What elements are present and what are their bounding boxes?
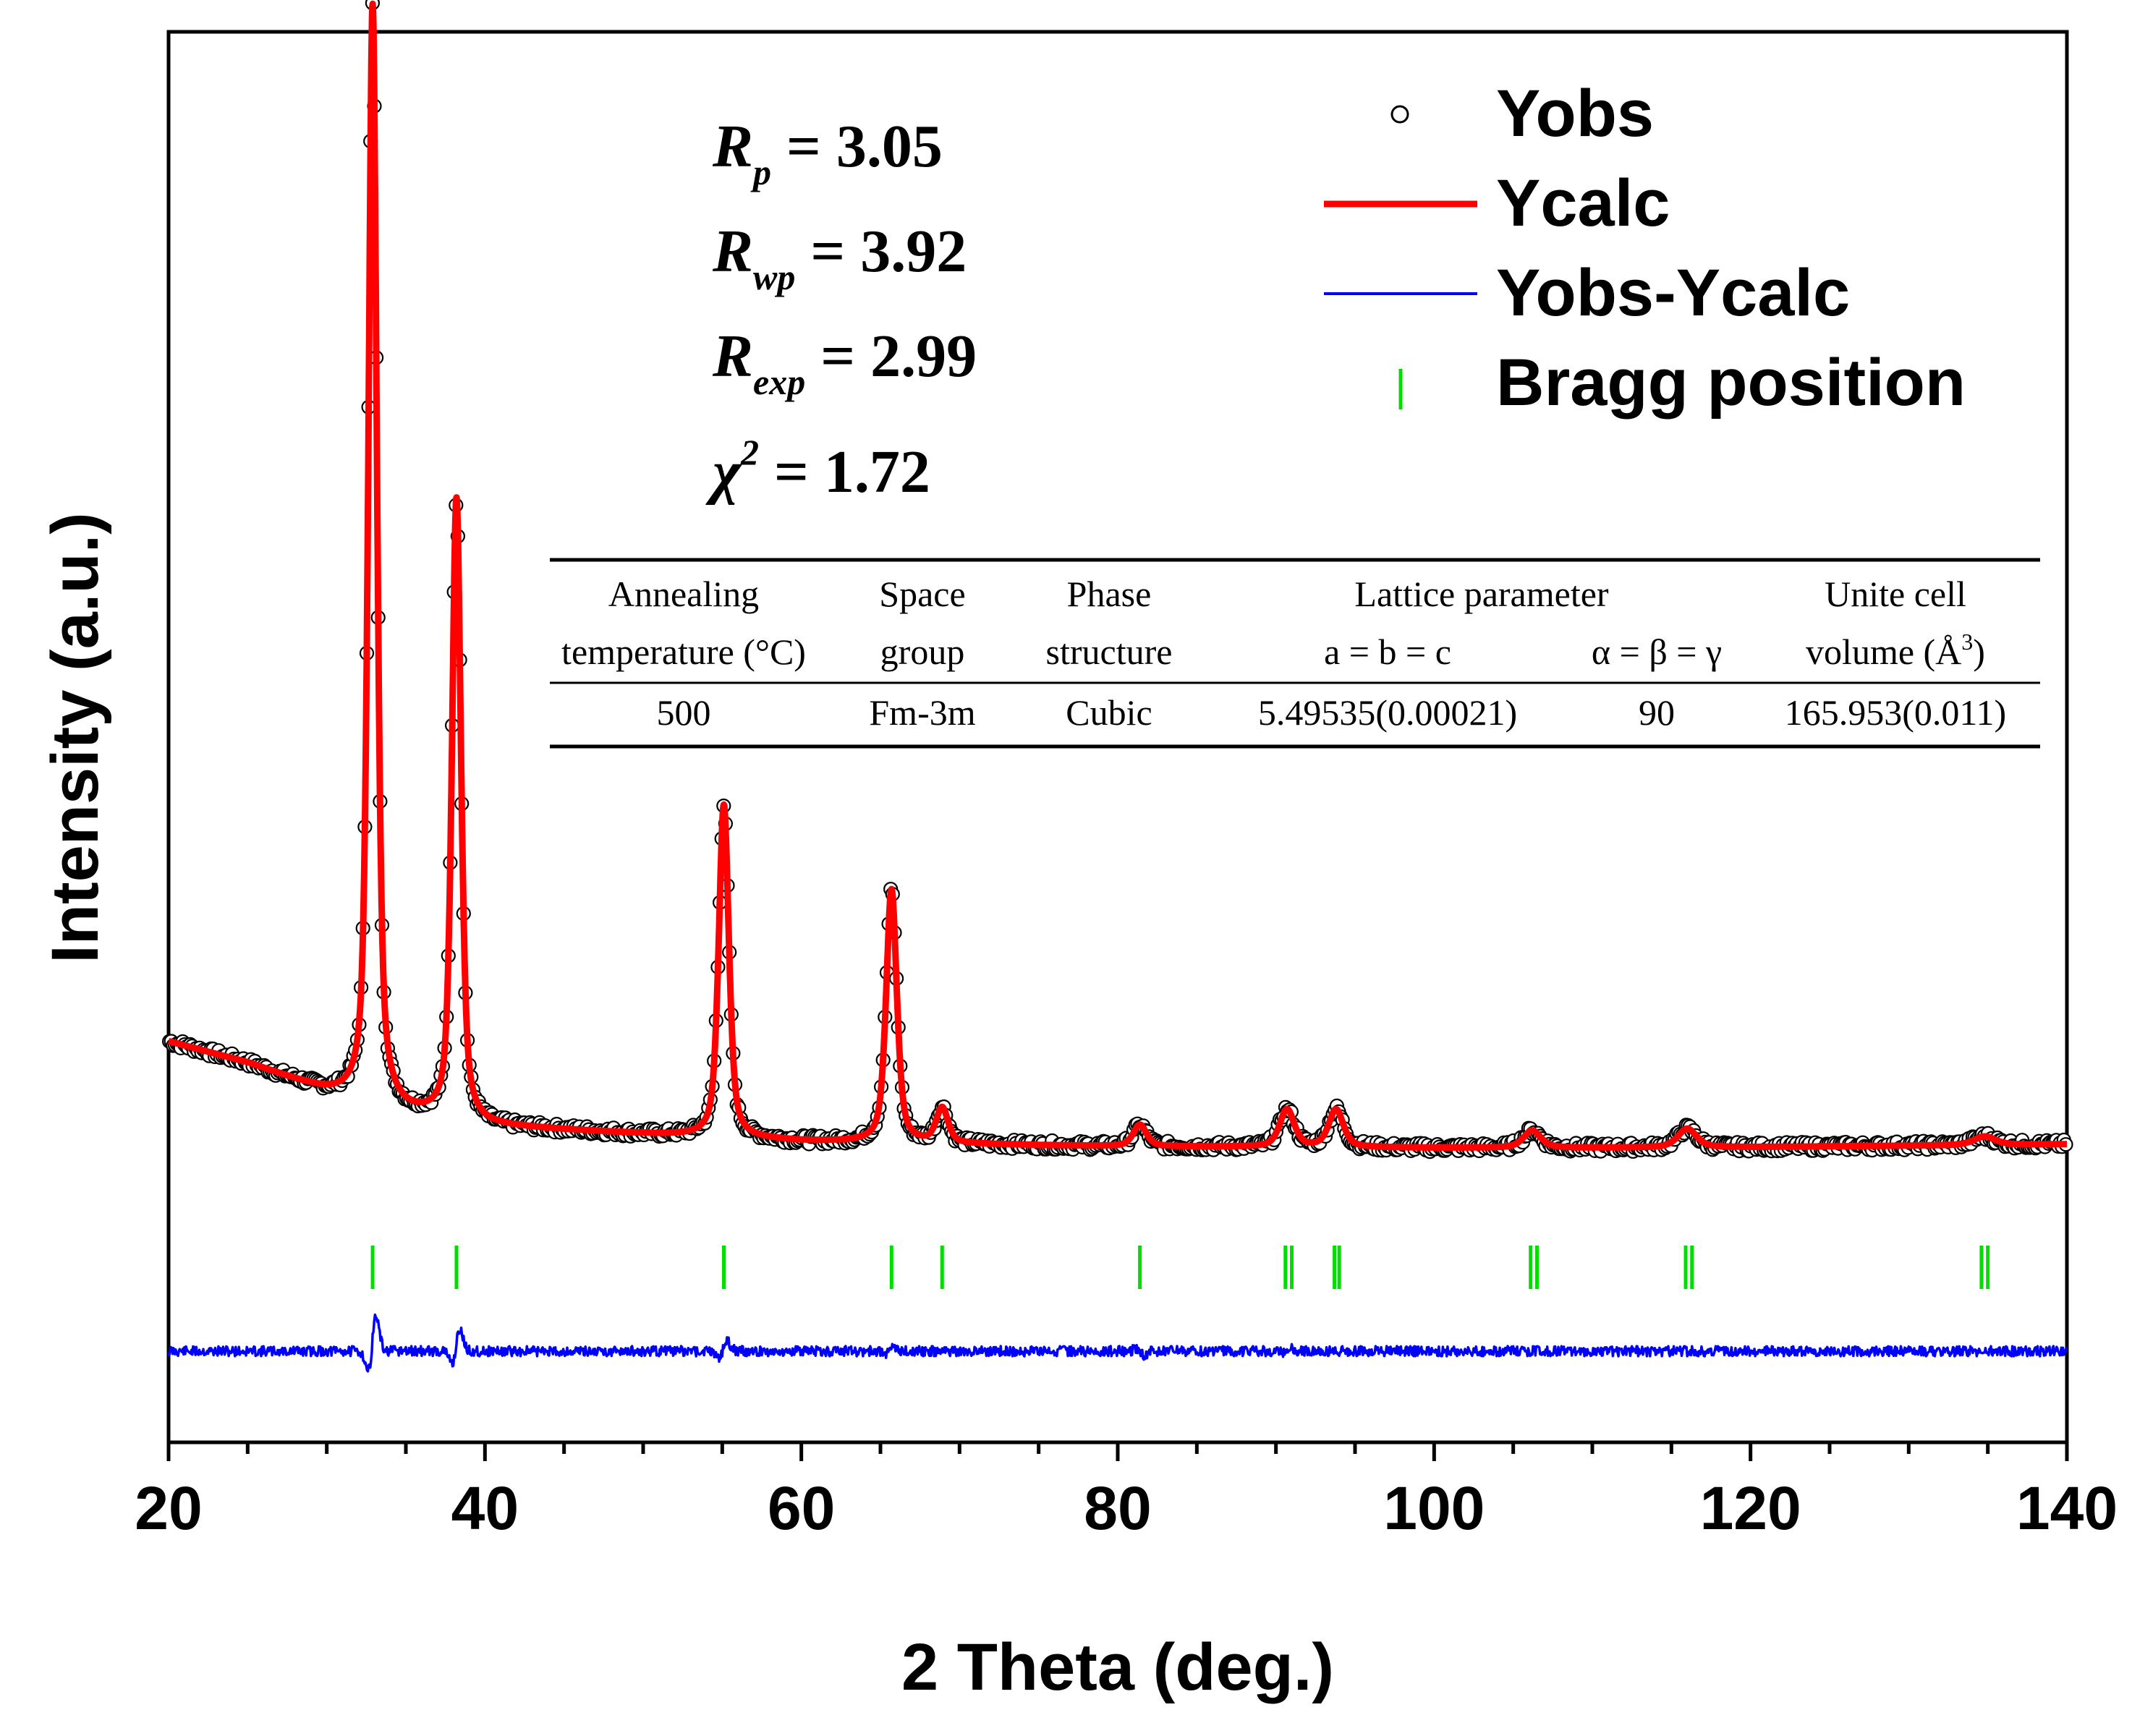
legend-label-obs: Yobs <box>1496 77 1654 150</box>
stat-rexp-symbol: R <box>712 323 753 390</box>
stat-chi2-value: = 1.72 <box>759 438 930 506</box>
stat-rwp-symbol: R <box>712 218 753 285</box>
table-cell-angles: 90 <box>1639 692 1675 733</box>
table-header-volume-text: volume (Å <box>1806 631 1961 672</box>
table-header-abc: a = b = c <box>1324 631 1451 672</box>
stat-chi2-sup: 2 <box>740 432 759 472</box>
table-header-annealing: Annealing <box>608 574 759 614</box>
bragg-ticks <box>370 1246 1990 1289</box>
table-header-volume-sup: 3 <box>1961 629 1973 655</box>
stat-rwp-sub: wp <box>753 257 795 297</box>
table-cell-abc: 5.49535(0.00021) <box>1258 692 1517 733</box>
table-header-space: Space <box>879 574 965 614</box>
stat-rp: Rp = 3.05 <box>712 113 943 192</box>
table-header-structure: structure <box>1046 631 1173 672</box>
table-header-angles: α = β = γ <box>1592 631 1722 672</box>
legend: Yobs Ycalc Yobs-Ycalc Bragg position <box>1324 77 1966 420</box>
x-tick-label: 40 <box>451 1474 519 1542</box>
legend-label-bragg: Bragg position <box>1496 346 1966 420</box>
x-axis-title: 2 Theta (deg.) <box>901 1630 1334 1704</box>
legend-label-calc: Ycalc <box>1496 166 1670 240</box>
table-header-volume: volume (Å3) <box>1806 629 1985 672</box>
table-header-lattice: Lattice parameter <box>1354 574 1608 614</box>
x-tick-label: 120 <box>1700 1474 1801 1542</box>
stat-rexp-value: = 2.99 <box>805 323 977 390</box>
table-cell-space-group: Fm-3m <box>869 692 975 733</box>
table-header-volume-close: ) <box>1973 631 1985 672</box>
stat-chi2-symbol: χ <box>705 438 742 506</box>
x-tick-label: 20 <box>135 1474 202 1542</box>
stat-chi2: χ2 = 1.72 <box>705 432 930 506</box>
legend-obs-marker <box>1390 105 1409 124</box>
stat-rwp-value: = 3.92 <box>795 218 967 285</box>
stat-rp-value: = 3.05 <box>771 113 943 180</box>
parameter-table: Annealing Space Phase Lattice parameter … <box>550 558 2040 749</box>
y-axis-title: Intensity (a.u.) <box>38 512 112 963</box>
table-cell-temperature: 500 <box>657 692 711 733</box>
table-header-phase: Phase <box>1067 574 1152 614</box>
table-cell-phase: Cubic <box>1066 692 1152 733</box>
stat-rexp: Rexp = 2.99 <box>712 323 977 402</box>
x-tick-label: 80 <box>1084 1474 1151 1542</box>
diff-line <box>167 1313 2068 1373</box>
x-tick-label: 100 <box>1383 1474 1485 1542</box>
legend-label-diff: Yobs-Ycalc <box>1496 256 1850 330</box>
stat-rp-symbol: R <box>712 113 753 180</box>
table-header-temperature: temperature (°C) <box>561 631 806 672</box>
stat-rexp-sub: exp <box>753 362 805 402</box>
stat-rwp: Rwp = 3.92 <box>712 218 967 297</box>
table-header-unite-cell: Unite cell <box>1825 574 1966 614</box>
table-header-group: group <box>880 631 965 672</box>
x-tick-label: 60 <box>768 1474 835 1542</box>
x-tick-label: 140 <box>2016 1474 2118 1542</box>
fit-statistics: Rp = 3.05 Rwp = 3.92 Rexp = 2.99 χ2 = 1.… <box>705 113 977 506</box>
x-axis-ticks: 20 40 60 80 100 120 140 <box>135 1442 2118 1542</box>
table-cell-volume: 165.953(0.011) <box>1785 692 2006 733</box>
stat-rp-sub: p <box>750 152 771 192</box>
